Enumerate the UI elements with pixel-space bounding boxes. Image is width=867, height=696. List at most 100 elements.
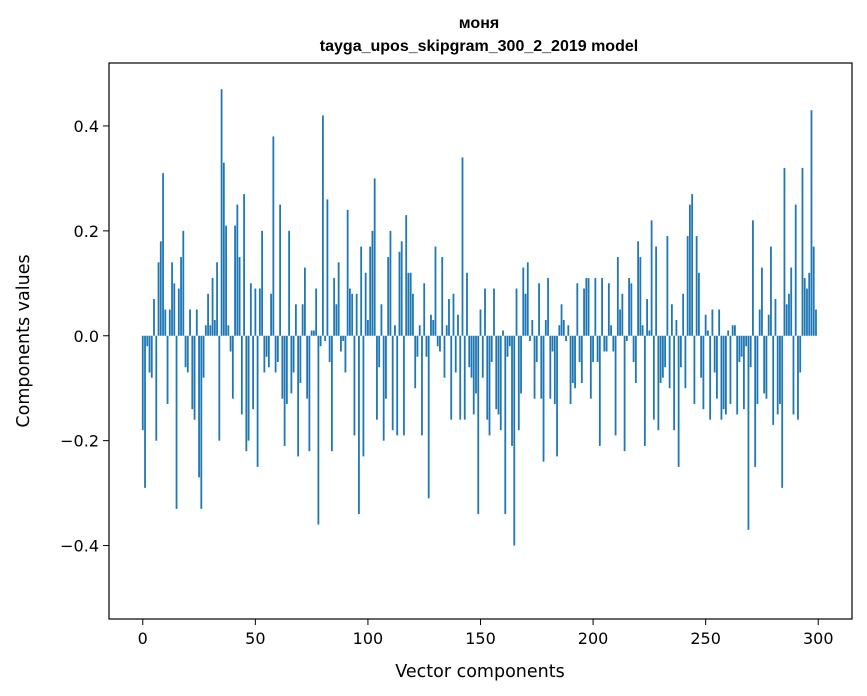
bar-127 [427,335,430,499]
bar-101 [369,246,372,336]
bar-141 [459,335,462,420]
bar-63 [283,335,286,446]
bar-279 [770,246,772,336]
bar-155 [490,335,493,362]
x-tick-label: 250 [690,629,721,648]
bar-258 [722,335,725,410]
bar-68 [294,304,297,336]
bar-74 [308,335,311,452]
bar-50 [254,288,257,336]
bar-275 [761,267,763,336]
bar-32 [213,320,216,336]
bar-72 [303,267,306,336]
bar-250 [704,314,707,336]
bar-169 [522,267,525,336]
bar-238 [677,335,680,467]
bar-62 [281,335,284,399]
bar-292 [799,335,802,373]
bar-269 [747,335,750,530]
bar-163 [508,335,511,347]
bar-129 [432,320,435,336]
bar-267 [743,335,745,410]
bar-231 [661,335,664,378]
bar-117 [405,215,408,336]
bar-222 [641,325,644,336]
bar-266 [740,335,743,357]
bar-8 [159,241,162,336]
bar-199 [589,335,592,399]
bar-257 [720,335,723,420]
bar-76 [312,330,315,336]
bar-260 [727,330,730,336]
bar-252 [709,335,712,420]
bar-17 [180,257,182,336]
bar-291 [797,335,799,420]
bar-148 [475,335,477,394]
bar-234 [668,335,671,389]
bar-227 [652,335,655,420]
bar-218 [632,335,635,362]
bar-41 [234,225,236,336]
bar-39 [229,335,232,352]
bar-221 [639,257,642,336]
bar-77 [315,288,318,336]
bar-73 [306,335,309,399]
bar-248 [700,335,703,378]
bar-233 [666,236,669,336]
bar-136 [448,299,450,336]
y-tick-label: −0.2 [60,432,99,451]
bar-146 [470,335,473,378]
bar-45 [243,194,245,336]
bar-245 [693,335,696,404]
bar-271 [752,220,754,336]
bar-285 [783,167,786,336]
bar-281 [774,299,777,336]
y-tick-label: 0.4 [74,117,99,136]
bar-237 [675,320,678,336]
bar-225 [648,330,651,336]
bar-295 [806,288,808,336]
bar-149 [477,335,480,515]
bar-67 [292,335,295,373]
bar-108 [385,335,387,399]
bar-142 [461,157,464,336]
bar-193 [576,283,579,336]
bar-31 [211,278,214,336]
bar-204 [601,278,603,336]
bar-189 [567,325,570,336]
bar-23 [193,335,196,420]
bar-96 [358,335,360,515]
bar-80 [321,115,324,336]
bar-89 [342,335,345,341]
bar-98 [362,335,365,457]
bar-219 [634,335,637,383]
bar-177 [540,335,543,399]
bar-173 [531,320,534,336]
bar-241 [684,335,687,389]
y-axis-label: Components values [14,254,34,427]
bar-145 [468,335,471,368]
bar-151 [481,335,484,378]
bar-178 [542,335,545,462]
bar-242 [686,236,689,336]
bar-293 [801,167,804,336]
bar-144 [466,272,468,336]
bar-82 [326,199,329,336]
bar-180 [547,278,549,336]
bar-111 [391,335,394,431]
bar-12 [168,309,171,336]
bar-150 [479,309,482,336]
bar-217 [630,283,633,336]
bar-13 [171,262,173,336]
bar-43 [238,257,241,336]
bar-2 [146,335,149,347]
bar-294 [803,278,806,336]
bar-122 [416,335,419,357]
bar-9 [162,173,164,336]
y-axis-ticks: −0.4 −0.2 0.0 0.2 0.4 [60,117,109,556]
bar-131 [436,335,439,347]
bar-90 [344,335,347,373]
bar-183 [553,335,556,404]
bar-106 [380,304,383,336]
bar-37 [225,225,227,336]
